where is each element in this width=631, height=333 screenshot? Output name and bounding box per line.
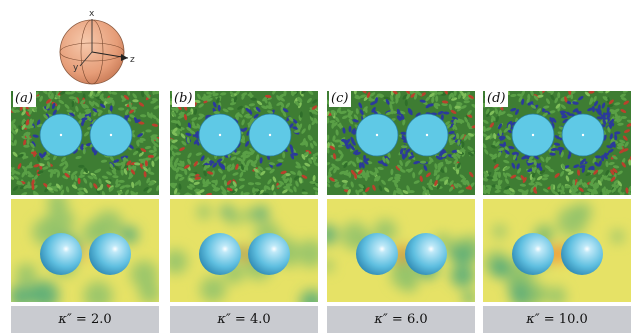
orientation-sphere-inset: x z y bbox=[40, 6, 160, 86]
colloid-sphere bbox=[89, 233, 131, 275]
panel-tag: (b) bbox=[172, 91, 196, 107]
colloid-sphere bbox=[40, 233, 82, 275]
panel-tag: (a) bbox=[13, 91, 36, 107]
director-field-tile bbox=[483, 91, 631, 195]
director-field-tile bbox=[11, 91, 159, 195]
kappa-caption: κ″ = 2.0 bbox=[11, 306, 159, 333]
kappa-caption: κ″ = 10.0 bbox=[483, 306, 631, 333]
panel-a: (a) κ″ = 2.0 bbox=[11, 91, 159, 333]
order-parameter-tile bbox=[11, 199, 159, 302]
colloid-sphere bbox=[561, 233, 603, 275]
axis-z-label: z bbox=[130, 55, 135, 65]
colloid-sphere bbox=[199, 233, 241, 275]
order-parameter-tile bbox=[483, 199, 631, 302]
kappa-caption: κ″ = 6.0 bbox=[327, 306, 475, 333]
panel-tag: (c) bbox=[329, 91, 352, 107]
panel-c: (c) κ″ = 6.0 bbox=[327, 91, 475, 333]
colloid-sphere bbox=[405, 233, 447, 275]
colloid-sphere bbox=[248, 233, 290, 275]
director-field-tile bbox=[327, 91, 475, 195]
director-field-tile bbox=[170, 91, 318, 195]
colloid-sphere bbox=[512, 233, 554, 275]
panel-d: (d) κ″ = 10.0 bbox=[483, 91, 631, 333]
axis-y-label: y bbox=[73, 63, 79, 73]
panel-b: (b) κ″ = 4.0 bbox=[170, 91, 318, 333]
order-parameter-tile bbox=[327, 199, 475, 302]
colloid-sphere bbox=[356, 233, 398, 275]
axis-x-label: x bbox=[89, 9, 95, 19]
kappa-caption: κ″ = 4.0 bbox=[170, 306, 318, 333]
panel-tag: (d) bbox=[485, 91, 509, 107]
order-parameter-tile bbox=[170, 199, 318, 302]
